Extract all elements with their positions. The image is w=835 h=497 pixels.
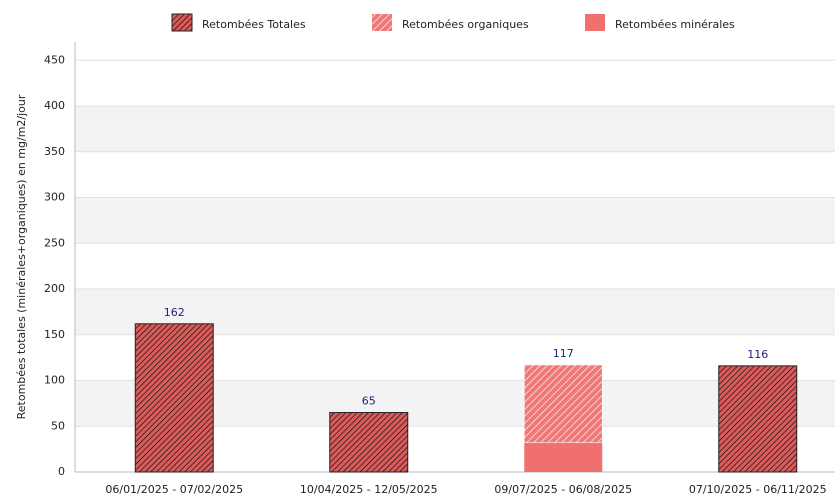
y-tick-label: 400 bbox=[44, 99, 65, 112]
y-tick-label: 150 bbox=[44, 328, 65, 341]
y-axis-label: Retombées totales (minérales+organiques)… bbox=[15, 94, 28, 419]
y-tick-label: 50 bbox=[51, 419, 65, 432]
y-tick-label: 100 bbox=[44, 374, 65, 387]
bar bbox=[718, 365, 798, 473]
x-tick-label: 06/01/2025 - 07/02/2025 bbox=[105, 483, 243, 496]
value-label: 162 bbox=[164, 306, 185, 319]
value-label: 65 bbox=[362, 395, 376, 408]
y-tick-label: 300 bbox=[44, 191, 65, 204]
value-label: 117 bbox=[553, 347, 574, 360]
y-tick-label: 200 bbox=[44, 282, 65, 295]
legend-swatch bbox=[171, 13, 193, 32]
y-tick-label: 450 bbox=[44, 53, 65, 66]
y-tick-label: 350 bbox=[44, 145, 65, 158]
legend-swatch bbox=[585, 14, 605, 31]
grid-band bbox=[75, 106, 835, 152]
y-tick-label: 0 bbox=[58, 465, 65, 478]
legend-swatch bbox=[372, 14, 392, 31]
value-label: 116 bbox=[747, 348, 768, 361]
grid-band bbox=[75, 197, 835, 244]
bar bbox=[523, 364, 603, 444]
bar bbox=[524, 442, 603, 472]
x-tick-label: 07/10/2025 - 06/11/2025 bbox=[689, 483, 827, 496]
x-tick-label: 09/07/2025 - 06/08/2025 bbox=[494, 483, 632, 496]
x-tick-label: 10/04/2025 - 12/05/2025 bbox=[300, 483, 438, 496]
bar bbox=[134, 323, 214, 473]
y-tick-label: 250 bbox=[44, 236, 65, 249]
legend-label: Retombées Totales bbox=[202, 18, 306, 31]
legend-label: Retombées minérales bbox=[615, 18, 735, 31]
bar bbox=[329, 412, 409, 473]
legend-label: Retombées organiques bbox=[402, 18, 529, 31]
